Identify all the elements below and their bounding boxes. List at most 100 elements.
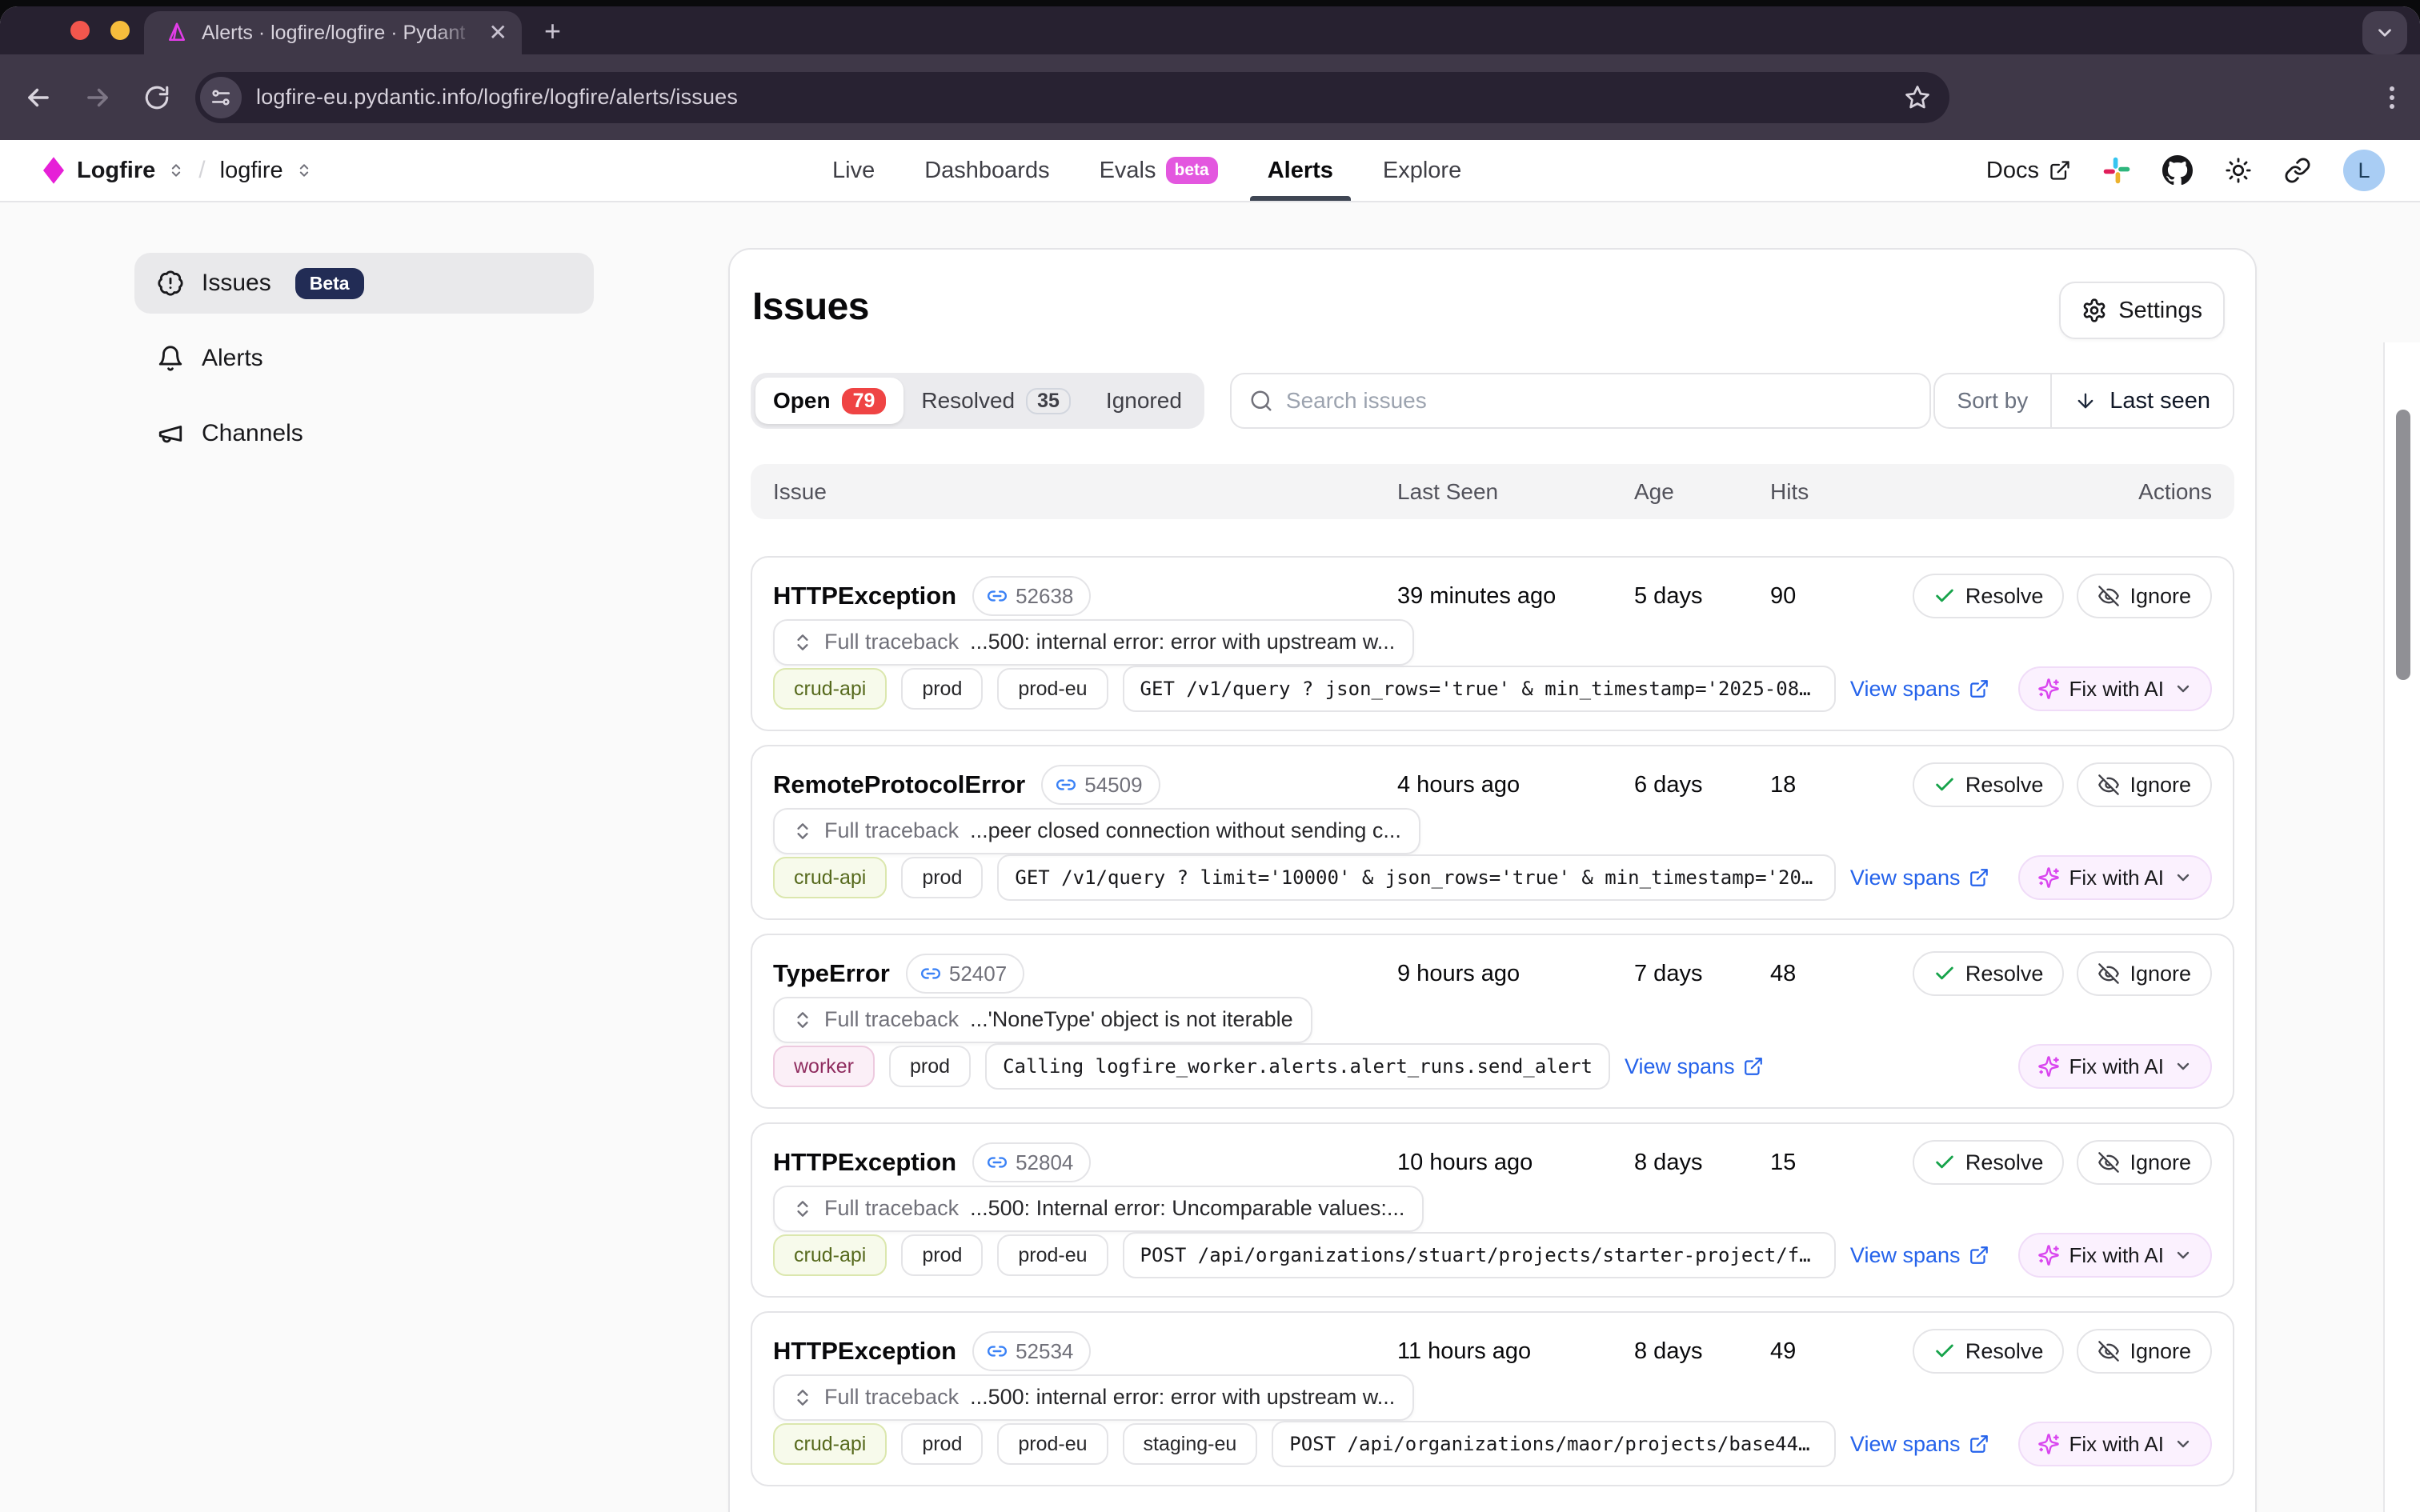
- logfire-logo: [43, 157, 64, 184]
- view-spans-link[interactable]: View spans: [1850, 1243, 1989, 1268]
- issue-id-chip[interactable]: 52407: [905, 954, 1025, 994]
- full-traceback-toggle[interactable]: Full traceback ...500: internal error: er…: [773, 1374, 1415, 1421]
- tag-prod: prod: [901, 1234, 984, 1276]
- traceback-preview: ...peer closed connection without sendin…: [970, 818, 1401, 842]
- scrollbar-thumb[interactable]: [2396, 410, 2410, 680]
- search-icon: [1251, 390, 1272, 411]
- open-count-badge: 79: [841, 387, 887, 414]
- fix-with-ai-button[interactable]: Fix with AI: [2017, 1422, 2212, 1466]
- traceback-preview: ...500: internal error: error with upstr…: [970, 630, 1396, 654]
- span-code-chip: GET /v1/query ? json_rows='true' & min_t…: [1122, 666, 1836, 712]
- avatar[interactable]: L: [2343, 150, 2385, 191]
- breadcrumb-separator: /: [198, 157, 206, 183]
- resolve-button[interactable]: Resolve: [1912, 762, 2065, 807]
- full-traceback-toggle[interactable]: Full traceback ...500: internal error: er…: [773, 618, 1415, 666]
- ignore-button[interactable]: Ignore: [2077, 1140, 2212, 1185]
- nav-live[interactable]: Live: [832, 157, 875, 183]
- sparkles-icon: [2037, 1245, 2059, 1266]
- ignore-button[interactable]: Ignore: [2077, 574, 2212, 618]
- full-traceback-toggle[interactable]: Full traceback ...500: Internal error: Un…: [773, 1185, 1424, 1232]
- check-icon: [1936, 966, 1953, 980]
- sort-value-button[interactable]: Last seen: [2052, 388, 2233, 414]
- fix-with-ai-button[interactable]: Fix with AI: [2017, 855, 2212, 900]
- search-input[interactable]: Search issues: [1229, 373, 1931, 429]
- sidebar-item-channels[interactable]: Channels: [134, 403, 594, 464]
- traceback-preview: ...500: Internal error: Uncomparable val…: [970, 1196, 1405, 1220]
- nav-dashboards[interactable]: Dashboards: [924, 157, 1050, 183]
- status-tabs: Open 79 Resolved 35 Ignored: [751, 373, 1204, 429]
- issue-id-chip[interactable]: 52804: [972, 1142, 1092, 1182]
- back-button[interactable]: [19, 78, 58, 117]
- nav-explore[interactable]: Explore: [1382, 157, 1462, 183]
- search-placeholder: Search issues: [1285, 388, 1427, 413]
- link-icon[interactable]: [2284, 157, 2311, 184]
- tab-ignored[interactable]: Ignored: [1105, 388, 1182, 413]
- github-icon[interactable]: [2162, 155, 2193, 186]
- page-scrollbar[interactable]: [2383, 342, 2420, 1512]
- megaphone-icon: [158, 426, 182, 443]
- ignore-button[interactable]: Ignore: [2077, 1329, 2212, 1374]
- tab-resolved[interactable]: Resolved 35: [903, 378, 1088, 424]
- fix-with-ai-button[interactable]: Fix with AI: [2017, 666, 2212, 711]
- beta-badge: beta: [1165, 157, 1218, 184]
- reload-button[interactable]: [138, 78, 176, 117]
- issue-age: 7 days: [1634, 960, 1703, 986]
- chevron-down-icon: [2378, 29, 2391, 37]
- docs-link[interactable]: Docs: [1986, 158, 2071, 184]
- forward-button[interactable]: [78, 78, 117, 117]
- fix-with-ai-button[interactable]: Fix with AI: [2017, 1233, 2212, 1278]
- resolve-button[interactable]: Resolve: [1912, 1140, 2065, 1185]
- view-spans-link[interactable]: View spans: [1850, 677, 1989, 702]
- slack-icon[interactable]: [2103, 157, 2130, 184]
- issue-hits: 48: [1770, 960, 1797, 986]
- fix-with-ai-button[interactable]: Fix with AI: [2017, 1044, 2212, 1089]
- traceback-preview: ...500: internal error: error with upstr…: [970, 1385, 1396, 1409]
- view-spans-link[interactable]: View spans: [1850, 866, 1989, 890]
- sort-by-label: Sort by: [1957, 388, 2029, 413]
- view-spans-link[interactable]: View spans: [1850, 1432, 1989, 1457]
- project-switcher[interactable]: logfire: [219, 157, 283, 183]
- nav-evals[interactable]: Evals beta: [1100, 140, 1218, 201]
- org-switcher[interactable]: Logfire: [77, 157, 156, 183]
- external-link-icon: [1969, 869, 1988, 886]
- theme-toggle-sun-icon[interactable]: [2225, 157, 2252, 184]
- issue-id-chip[interactable]: 54509: [1041, 765, 1160, 805]
- tag-prod: prod: [889, 1046, 972, 1087]
- issue-id-chip[interactable]: 52638: [972, 576, 1092, 616]
- new-tab-button[interactable]: +: [544, 14, 562, 47]
- view-spans-link[interactable]: View spans: [1625, 1054, 1764, 1079]
- sidebar-item-alerts[interactable]: Alerts: [134, 328, 594, 389]
- resolve-button[interactable]: Resolve: [1912, 951, 2065, 996]
- tab-search-button[interactable]: [2362, 11, 2407, 54]
- check-icon: [1936, 589, 1953, 602]
- tab-close-icon[interactable]: ✕: [488, 20, 507, 45]
- sidebar-item-issues[interactable]: Issues Beta: [134, 253, 594, 314]
- resolve-button[interactable]: Resolve: [1912, 574, 2065, 618]
- full-traceback-toggle[interactable]: Full traceback ...peer closed connection …: [773, 807, 1420, 854]
- close-window-button[interactable]: [70, 21, 90, 40]
- tag-prod-eu: prod-eu: [997, 668, 1108, 710]
- resolve-button[interactable]: Resolve: [1912, 1329, 2065, 1374]
- eye-off-icon: [2098, 774, 2120, 795]
- ignore-button[interactable]: Ignore: [2077, 762, 2212, 807]
- link-icon: [1056, 779, 1076, 790]
- tab-open[interactable]: Open 79: [755, 378, 904, 424]
- settings-button[interactable]: Settings: [2059, 282, 2225, 339]
- ignore-button[interactable]: Ignore: [2077, 951, 2212, 996]
- resolved-count-badge: 35: [1026, 387, 1071, 414]
- col-age: Age: [1634, 478, 1674, 504]
- issue-id-chip[interactable]: 52534: [972, 1331, 1092, 1371]
- issue-last-seen: 10 hours ago: [1397, 1149, 1533, 1175]
- chevron-down-icon: [2177, 1440, 2190, 1448]
- nav-alerts[interactable]: Alerts: [1249, 140, 1352, 201]
- browser-tab[interactable]: Alerts · logfire/logfire · Pydant ✕: [144, 11, 522, 54]
- full-traceback-toggle[interactable]: Full traceback ...'NoneType' object is no…: [773, 996, 1312, 1043]
- browser-menu-button[interactable]: [2390, 86, 2394, 109]
- issue-hits: 15: [1770, 1149, 1797, 1175]
- browser-window: Alerts · logfire/logfire · Pydant ✕ + lo…: [0, 6, 2420, 1512]
- sidebar-item-label: Channels: [202, 420, 303, 446]
- minimize-window-button[interactable]: [110, 21, 130, 40]
- bookmark-star-icon[interactable]: [1903, 83, 1932, 112]
- site-settings-icon[interactable]: [200, 76, 242, 118]
- address-bar[interactable]: logfire-eu.pydantic.info/logfire/logfire…: [195, 71, 1949, 123]
